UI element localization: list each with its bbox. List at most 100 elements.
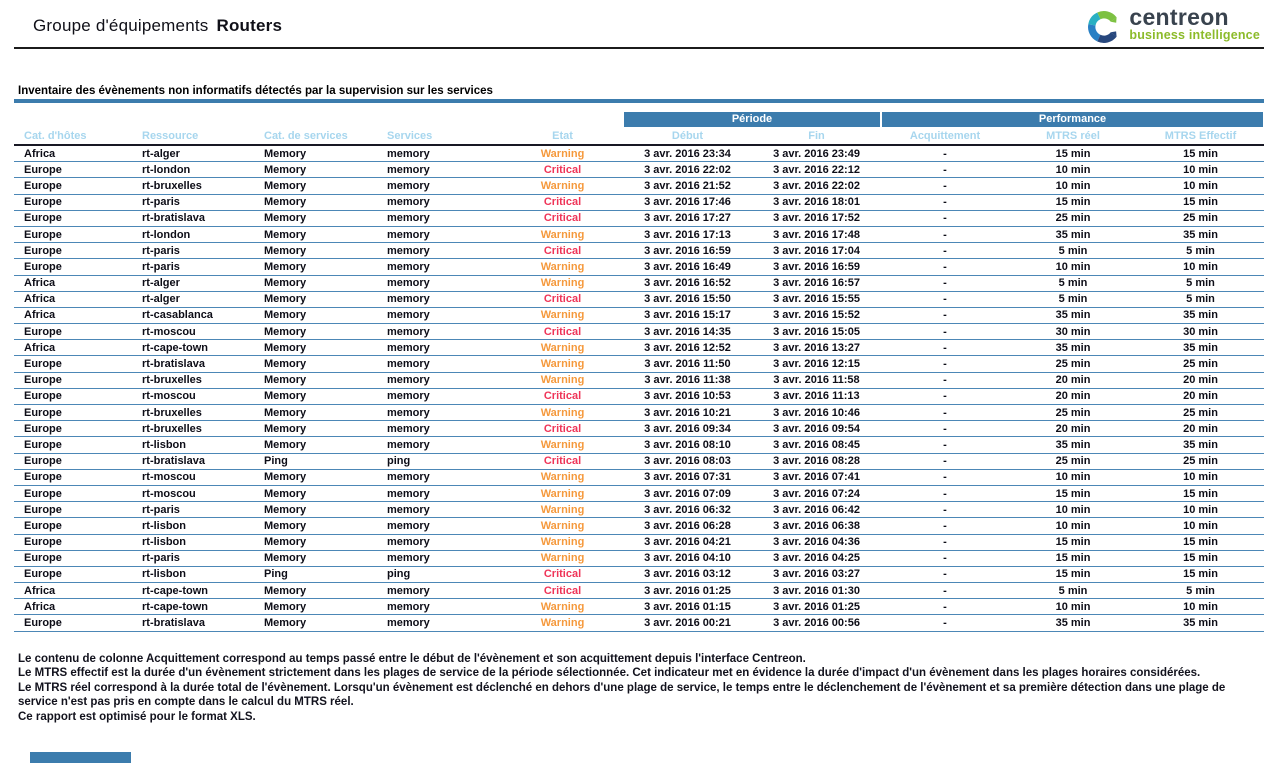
cell-ack: -: [881, 161, 1010, 179]
cell-mtrs-effective: 25 min: [1137, 404, 1265, 422]
cell-start: 3 avr. 2016 10:21: [623, 404, 752, 422]
col-header-mtrs-real: MTRS réel: [1009, 128, 1138, 146]
cell-service-cat: Memory: [254, 242, 377, 260]
cell-state: Critical: [502, 323, 623, 341]
cell-ack: -: [881, 339, 1010, 357]
cell-service-cat: Memory: [254, 485, 377, 503]
cell-service: memory: [377, 355, 502, 373]
cell-host-cat: Africa: [14, 291, 132, 308]
col-header-host-category: Cat. d'hôtes: [14, 128, 132, 146]
table-row: Europe rt-lisbon Memory memory Warning 3 avr.…: [14, 534, 1265, 551]
cell-mtrs-real: 10 min: [1009, 161, 1138, 179]
cell-service-cat: Memory: [254, 161, 377, 179]
cell-service-cat: Memory: [254, 291, 377, 308]
cell-end: 3 avr. 2016 09:54: [752, 420, 882, 438]
col-header-service: Services: [377, 128, 502, 146]
cell-resource: rt-alger: [132, 275, 254, 292]
cell-end: 3 avr. 2016 11:13: [752, 388, 882, 406]
cell-host-cat: Europe: [14, 177, 132, 195]
footer-notes: Le contenu de colonne Acquittement corre…: [18, 652, 1264, 725]
cell-ack: -: [881, 258, 1010, 276]
cell-end: 3 avr. 2016 15:52: [752, 307, 882, 325]
cell-service: memory: [377, 404, 502, 422]
cell-state: Critical: [502, 194, 623, 211]
events-table-head: Période Performance Cat. d'hôtes Ressour…: [14, 111, 1265, 146]
cell-end: 3 avr. 2016 04:25: [752, 550, 882, 567]
cell-state: Warning: [502, 485, 623, 503]
cell-state: Critical: [502, 210, 623, 227]
cell-resource: rt-alger: [132, 145, 254, 163]
note-acquittement: Le contenu de colonne Acquittement corre…: [18, 652, 806, 665]
cell-state: Critical: [502, 566, 623, 584]
cell-end: 3 avr. 2016 12:15: [752, 355, 882, 373]
cell-service-cat: Memory: [254, 420, 377, 438]
section-heading: Inventaire des évènements non informatif…: [18, 85, 493, 97]
table-row: Europe rt-paris Memory memory Warning 3 avr. …: [14, 258, 1265, 276]
cell-ack: -: [881, 323, 1010, 341]
cell-service-cat: Memory: [254, 388, 377, 406]
cell-end: 3 avr. 2016 18:01: [752, 194, 882, 211]
cell-host-cat: Europe: [14, 355, 132, 373]
cell-mtrs-real: 30 min: [1009, 323, 1138, 341]
cell-state: Warning: [502, 339, 623, 357]
table-row: Europe rt-london Memory memory Critical 3 avr…: [14, 161, 1265, 179]
cell-end: 3 avr. 2016 17:48: [752, 226, 882, 244]
cell-service: memory: [377, 485, 502, 503]
table-row: Africa rt-cape-town Memory memory Warning 3 a…: [14, 598, 1265, 616]
cell-host-cat: Europe: [14, 614, 132, 632]
cell-end: 3 avr. 2016 06:42: [752, 501, 882, 519]
cell-host-cat: Europe: [14, 485, 132, 503]
cell-resource: rt-cape-town: [132, 339, 254, 357]
cell-service: memory: [377, 307, 502, 325]
cell-ack: -: [881, 194, 1010, 211]
cell-mtrs-real: 15 min: [1009, 145, 1138, 163]
cell-mtrs-real: 15 min: [1009, 550, 1138, 567]
cell-ack: -: [881, 453, 1010, 470]
table-row: Africa rt-alger Memory memory Critical 3 avr.…: [14, 291, 1265, 308]
cell-service: memory: [377, 469, 502, 486]
cell-ack: -: [881, 582, 1010, 600]
cell-service: memory: [377, 550, 502, 567]
cell-mtrs-real: 10 min: [1009, 517, 1138, 535]
cell-state: Critical: [502, 291, 623, 308]
cell-ack: -: [881, 275, 1010, 292]
cell-service: memory: [377, 291, 502, 308]
cell-mtrs-effective: 20 min: [1137, 388, 1265, 406]
cell-ack: -: [881, 420, 1010, 438]
cell-mtrs-effective: 20 min: [1137, 372, 1265, 389]
cell-ack: -: [881, 145, 1010, 163]
cell-resource: rt-bratislava: [132, 210, 254, 227]
cell-end: 3 avr. 2016 15:05: [752, 323, 882, 341]
cell-host-cat: Europe: [14, 161, 132, 179]
cell-service: memory: [377, 323, 502, 341]
cell-service-cat: Memory: [254, 145, 377, 163]
cell-ack: -: [881, 550, 1010, 567]
cell-service-cat: Memory: [254, 177, 377, 195]
cell-service: memory: [377, 582, 502, 600]
cell-ack: -: [881, 372, 1010, 389]
footer-accent-bar: [30, 752, 131, 763]
cell-service-cat: Memory: [254, 550, 377, 567]
cell-mtrs-effective: 10 min: [1137, 469, 1265, 486]
cell-mtrs-effective: 15 min: [1137, 534, 1265, 551]
cell-mtrs-effective: 10 min: [1137, 517, 1265, 535]
table-row: Europe rt-bratislava Memory memory Critical 3…: [14, 210, 1265, 227]
cell-mtrs-effective: 10 min: [1137, 161, 1265, 179]
cell-service-cat: Memory: [254, 582, 377, 600]
table-row: Europe rt-bruxelles Memory memory Warning 3 a…: [14, 372, 1265, 389]
cell-mtrs-effective: 25 min: [1137, 355, 1265, 373]
cell-service-cat: Ping: [254, 453, 377, 470]
cell-service: memory: [377, 339, 502, 357]
cell-end: 3 avr. 2016 08:28: [752, 453, 882, 470]
cell-resource: rt-lisbon: [132, 436, 254, 454]
cell-host-cat: Europe: [14, 517, 132, 535]
cell-mtrs-effective: 35 min: [1137, 339, 1265, 357]
cell-resource: rt-alger: [132, 291, 254, 308]
cell-mtrs-real: 35 min: [1009, 307, 1138, 325]
cell-state: Warning: [502, 307, 623, 325]
cell-service-cat: Memory: [254, 372, 377, 389]
table-row: Europe rt-lisbon Memory memory Warning 3 avr.…: [14, 436, 1265, 454]
cell-state: Warning: [502, 226, 623, 244]
cell-host-cat: Africa: [14, 145, 132, 163]
cell-mtrs-effective: 5 min: [1137, 582, 1265, 600]
